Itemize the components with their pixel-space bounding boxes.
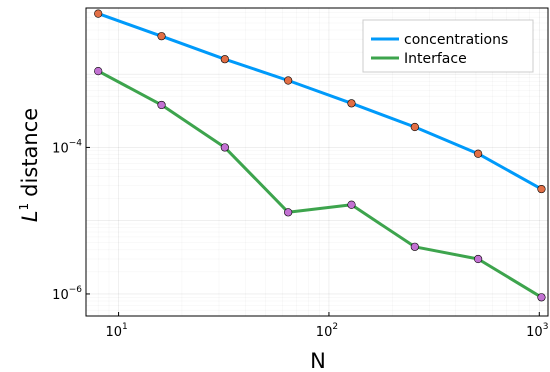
series-line-interface [97,69,543,299]
data-point-interface [474,254,483,264]
y-axis-label-sup: 1 [17,203,31,211]
series-layer [94,9,546,302]
axis-ticks: 101 102 103 10−4 10−6 [52,138,548,340]
series-line-concentrations [97,12,543,191]
y-axis-label-prefix: L [18,210,42,222]
svg-text:L1distance: L1 distance [17,108,42,222]
data-point-concentrations [537,184,546,194]
data-point-concentrations [157,32,166,41]
data-point-interface [410,242,419,251]
data-point-interface [157,100,166,110]
y-tick-label: 10−4 [52,138,82,156]
legend: concentrations Interface [362,19,534,73]
legend-label-concentrations: concentrations [404,32,508,48]
y-tick-label: 10−6 [52,285,82,303]
x-tick-label: 103 [526,322,548,340]
legend-box [362,19,534,73]
data-point-interface [220,143,229,152]
data-point-concentrations [284,76,293,85]
x-tick-label: 101 [105,322,127,340]
data-point-concentrations [474,149,483,158]
legend-label-interface: Interface [404,51,467,67]
x-axis-label: N [310,349,326,372]
y-axis-label-main: distance [18,108,42,197]
data-point-concentrations [347,99,356,108]
data-point-interface [94,67,103,76]
plot-frame [85,7,549,317]
x-tick-label: 102 [316,322,338,340]
data-point-concentrations [94,9,103,18]
series-interface [94,67,546,302]
data-point-concentrations [410,122,419,132]
y-axis-label: L1 distance [17,108,42,222]
series-concentrations [94,9,546,194]
data-point-interface [537,293,546,302]
data-point-concentrations [220,55,229,64]
data-point-interface [284,208,293,217]
data-point-interface [347,200,356,209]
